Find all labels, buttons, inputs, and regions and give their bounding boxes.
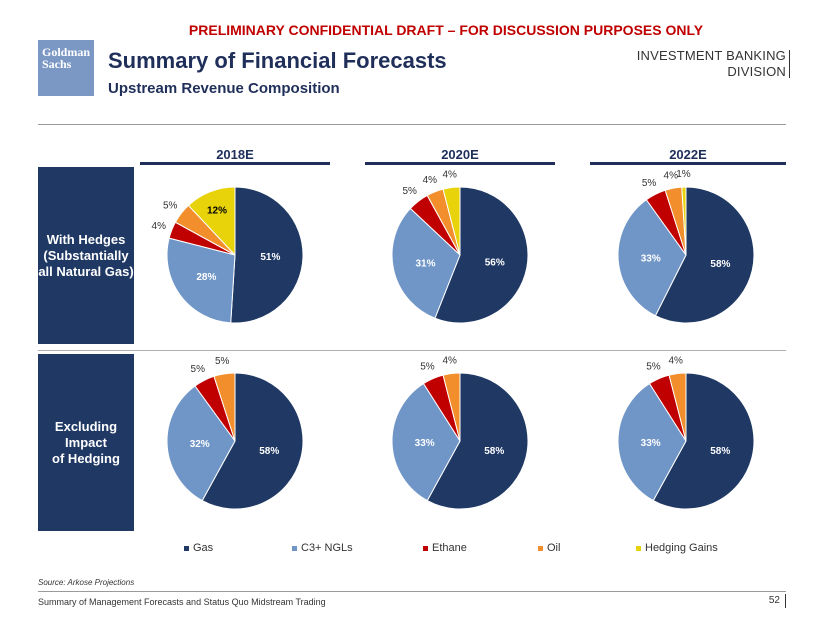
legend-item-ethane: Ethane: [423, 542, 467, 554]
pie-slice-hedged-2022e-hedging-gains: [681, 186, 687, 256]
legend-swatch-oil: [538, 545, 543, 551]
pie-label-hedged-2018e-oil: 5%: [163, 201, 178, 212]
row-label-hedged-line1: With Hedges: [46, 231, 126, 247]
footer-rule: [38, 591, 786, 592]
pie-label-hedged-2022e-oil: 4%: [664, 170, 679, 181]
pie-slice-unhedged-2020e-oil: [442, 372, 461, 442]
pie-label-hedged-2018e-ethane: 4%: [152, 221, 167, 232]
legend-label-oil: Oil: [547, 542, 561, 554]
row-label-unhedged-line2: Impact: [65, 434, 107, 450]
pie-label-hedged-2018e-gas: 51%: [260, 252, 280, 263]
pie-label-unhedged-2018e-gas: 58%: [259, 446, 279, 457]
division-divider: [789, 50, 790, 78]
pie-slice-hedged-2020e-gas: [434, 186, 529, 324]
page-number-divider: [785, 594, 786, 608]
pie-label-hedged-2020e-hedging-gains: 4%: [442, 170, 457, 181]
pie-label-unhedged-2022e-c3-ngls: 33%: [641, 438, 661, 449]
legend-label-gas: Gas: [193, 542, 214, 554]
legend-label-ethane: Ethane: [432, 542, 467, 554]
legend-label-hedging-gains: Hedging Gains: [645, 542, 718, 554]
pie-label-unhedged-2022e-ethane: 5%: [646, 362, 661, 373]
column-header-2018e: 2018E: [216, 147, 254, 162]
pie-slice-unhedged-2018e-oil: [213, 372, 236, 442]
pie-slice-hedged-2018e-hedging-gains: [187, 186, 236, 257]
legend-item-hedging-gains: Hedging Gains: [636, 542, 718, 554]
pie-label-unhedged-2020e-ethane: 5%: [420, 362, 435, 373]
pie-slice-hedged-2020e-hedging-gains: [442, 186, 461, 256]
legend-swatch-hedging-gains: [636, 545, 641, 551]
pie-slice-hedged-2022e-gas: [654, 186, 755, 324]
pie-label-hedged-2020e-gas: 56%: [485, 258, 505, 269]
source-note: Source: Arkose Projections: [38, 578, 135, 587]
page-title: Summary of Financial Forecasts: [108, 48, 447, 73]
legend-item-gas: Gas: [184, 542, 213, 554]
pie-slice-unhedged-2020e-c3-ngls: [391, 382, 461, 502]
logo-line2: Sachs: [42, 57, 72, 71]
column-underline-2018e: [140, 162, 330, 165]
pie-slice-hedged-2018e-c3-ngls: [166, 237, 236, 324]
page-number: 52: [768, 595, 780, 606]
pie-slice-unhedged-2018e-c3-ngls: [166, 385, 236, 502]
pie-label-hedged-2020e-c3-ngls: 31%: [415, 259, 435, 270]
pie-slice-unhedged-2018e-gas: [201, 372, 304, 510]
footer-text: Summary of Management Forecasts and Stat…: [38, 597, 326, 607]
row-label-hedged-line3: all Natural Gas): [38, 263, 134, 279]
pie-slice-hedged-2022e-c3-ngls: [617, 199, 687, 317]
row-label-with-hedges: With Hedges (Substantially all Natural G…: [38, 167, 134, 344]
page-subtitle: Upstream Revenue Composition: [108, 80, 340, 97]
pie-label-unhedged-2020e-gas: 58%: [484, 446, 504, 457]
pie-label-hedged-2022e-ethane: 5%: [642, 178, 657, 189]
legend-swatch-ethane: [423, 545, 428, 551]
pie-slice-unhedged-2022e-c3-ngls: [617, 382, 687, 502]
column-header-2020e: 2020E: [441, 147, 479, 162]
pie-label-hedged-2022e-gas: 58%: [710, 259, 730, 270]
pie-label-hedged-2020e-ethane: 5%: [403, 186, 418, 197]
pie-slice-hedged-2020e-c3-ngls: [391, 207, 461, 319]
row-separator: [38, 350, 786, 351]
pie-label-unhedged-2018e-oil: 5%: [215, 356, 230, 367]
legend-label-c3-ngls: C3+ NGLs: [301, 542, 353, 554]
row-label-unhedged-line3: of Hedging: [52, 450, 120, 466]
column-underline-2020e: [365, 162, 555, 165]
legend-item-oil: Oil: [538, 542, 560, 554]
column-underline-2022e: [590, 162, 786, 165]
pie-label-unhedged-2020e-oil: 4%: [442, 356, 457, 367]
pie-slice-unhedged-2020e-gas: [426, 372, 529, 510]
header-rule: [38, 124, 786, 125]
pie-label-hedged-2018e-c3-ngls: 28%: [196, 272, 216, 283]
pie-label-unhedged-2018e-ethane: 5%: [191, 364, 206, 375]
row-label-excluding-hedging: Excluding Impact of Hedging: [38, 354, 134, 531]
pie-label-hedged-2018e-hedging-gains: 12%: [207, 205, 227, 216]
pie-label-hedged-2022e-c3-ngls: 33%: [641, 254, 661, 265]
legend-swatch-gas: [184, 545, 189, 551]
row-label-hedged-line2: (Substantially: [43, 247, 129, 263]
logo-line1: Goldman: [42, 45, 91, 59]
legend-item-c3-ngls: C3+ NGLs: [292, 542, 353, 554]
division-line2: DIVISION: [727, 64, 786, 79]
goldman-sachs-logo: Goldman Sachs: [38, 40, 94, 96]
pie-label-unhedged-2018e-c3-ngls: 32%: [190, 439, 210, 450]
draft-notice: PRELIMINARY CONFIDENTIAL DRAFT – FOR DIS…: [188, 22, 704, 38]
column-header-2022e: 2022E: [669, 147, 707, 162]
row-label-unhedged-line1: Excluding: [54, 418, 118, 434]
pie-label-unhedged-2022e-oil: 4%: [668, 356, 683, 367]
pie-label-hedged-2022e-hedging-gains: 1%: [676, 169, 691, 180]
pie-slice-unhedged-2022e-oil: [668, 372, 687, 442]
pie-label-hedged-2020e-oil: 4%: [423, 175, 438, 186]
division-label: INVESTMENT BANKING DIVISION: [637, 48, 786, 80]
pie-slice-hedged-2018e-gas: [230, 186, 304, 324]
pie-label-unhedged-2020e-c3-ngls: 33%: [415, 438, 435, 449]
division-line1: INVESTMENT BANKING: [636, 48, 786, 63]
pie-label-unhedged-2022e-gas: 58%: [710, 446, 730, 457]
pie-slice-unhedged-2022e-gas: [652, 372, 755, 510]
legend-swatch-c3-ngls: [292, 545, 297, 551]
